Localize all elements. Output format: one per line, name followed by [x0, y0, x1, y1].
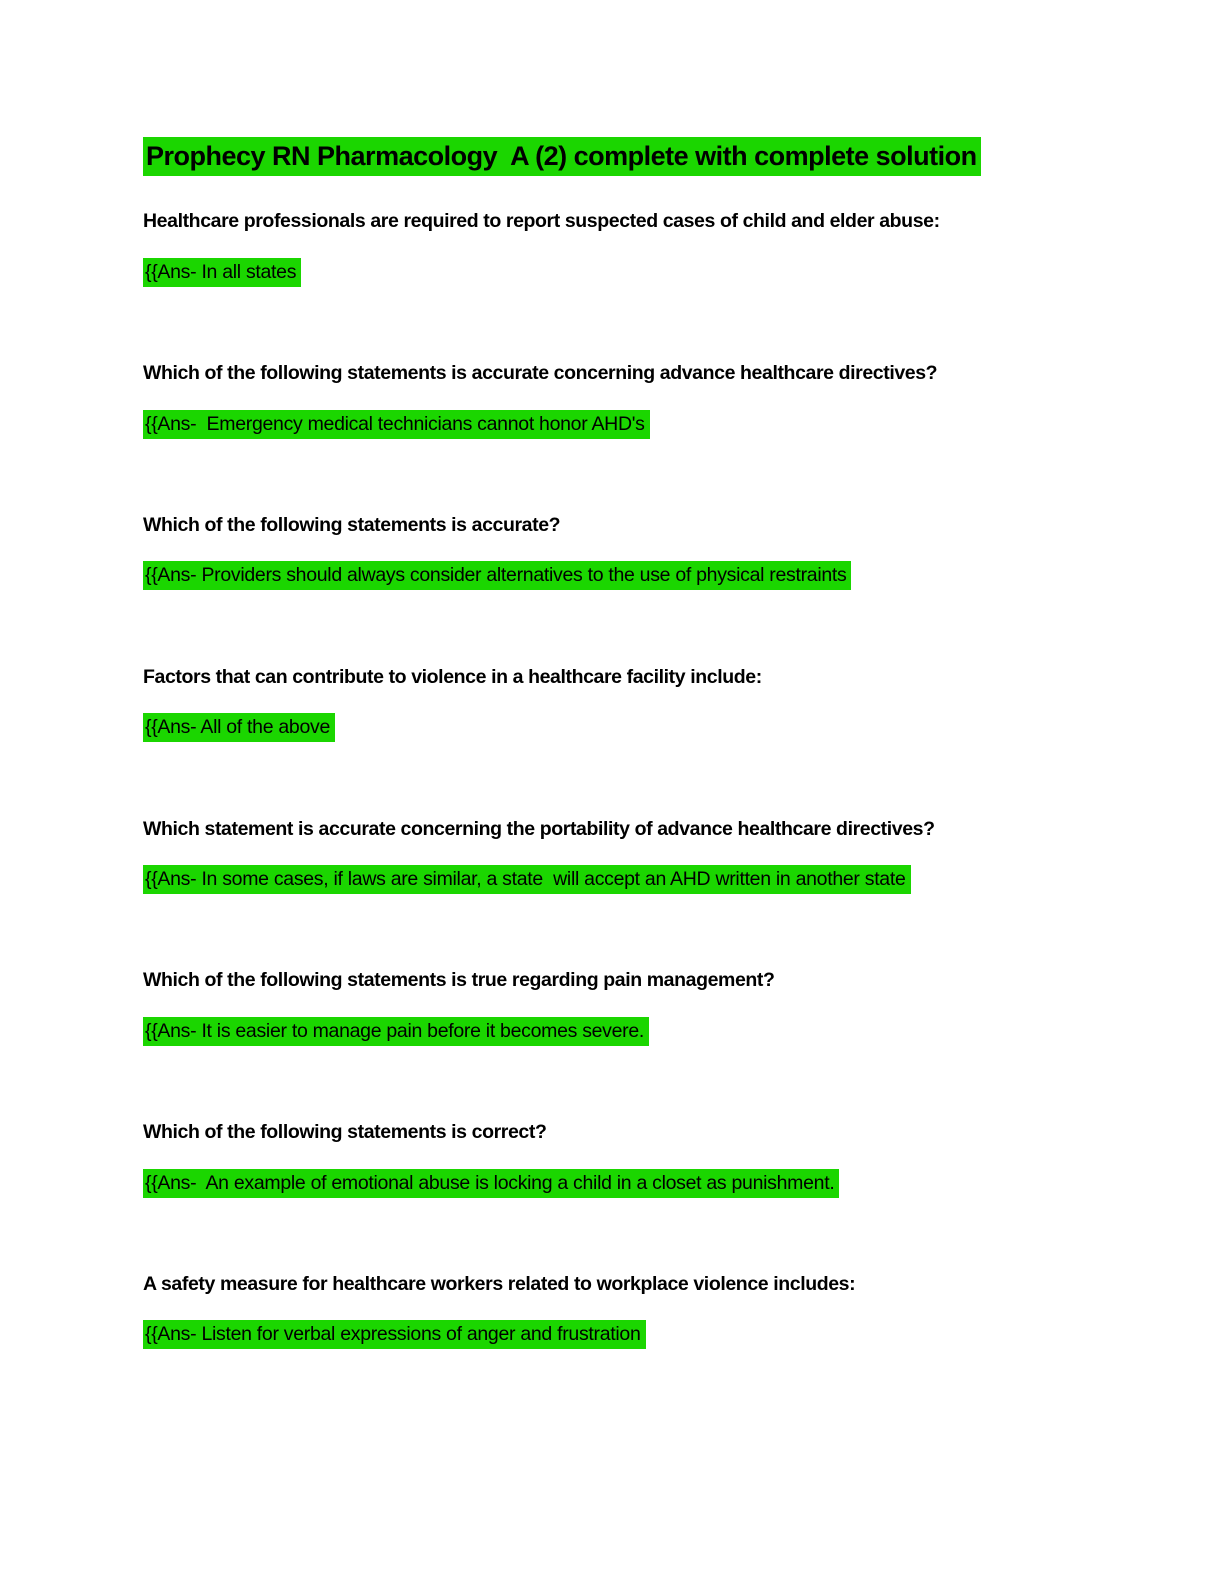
qa-block-7: Which of the following statements is cor…	[143, 1121, 1104, 1198]
question-text: Factors that can contribute to violence …	[143, 665, 762, 688]
answer-highlight: {{Ans- In some cases, if laws are simila…	[143, 864, 911, 894]
answer-line: {{Ans- Emergency medical technicians can…	[143, 409, 1104, 439]
answer-line: {{Ans- Providers should always consider …	[143, 561, 1104, 591]
question-text: Which of the following statements is cor…	[143, 1121, 547, 1144]
question-text: Which of the following statements is tru…	[143, 969, 775, 992]
qa-block-2: Which of the following statements is acc…	[143, 362, 1104, 439]
answer-highlight: {{Ans- Listen for verbal expressions of …	[143, 1320, 646, 1350]
qa-block-8: A safety measure for healthcare workers …	[143, 1272, 1104, 1350]
answer-highlight: {{Ans- Providers should always consider …	[143, 561, 852, 591]
answer-line: {{Ans- An example of emotional abuse is …	[143, 1168, 1104, 1198]
qa-block-5: Which statement is accurate concerning t…	[143, 817, 1104, 894]
qa-block-4: Factors that can contribute to violence …	[143, 665, 1104, 743]
qa-block-3: Which of the following statements is acc…	[143, 514, 1104, 591]
answer-highlight: {{Ans- An example of emotional abuse is …	[143, 1168, 840, 1198]
qa-block-1: Healthcare professionals are required to…	[143, 210, 1104, 287]
question-text: A safety measure for healthcare workers …	[143, 1272, 856, 1295]
question-text: Which of the following statements is acc…	[143, 514, 561, 536]
answer-highlight: {{Ans- In all states	[143, 257, 302, 287]
page-title: Prophecy RN Pharmacology A (2) complete …	[143, 137, 1104, 176]
question-text: Which statement is accurate concerning t…	[143, 817, 935, 840]
title-highlight: Prophecy RN Pharmacology A (2) complete …	[143, 137, 981, 176]
answer-highlight: {{Ans- All of the above	[143, 713, 335, 743]
question-text: Healthcare professionals are required to…	[143, 210, 940, 233]
answer-line: {{Ans- In some cases, if laws are simila…	[143, 864, 1104, 894]
question-text: Which of the following statements is acc…	[143, 362, 938, 385]
answer-highlight: {{Ans- Emergency medical technicians can…	[143, 409, 650, 439]
answer-highlight: {{Ans- It is easier to manage pain befor…	[143, 1016, 650, 1046]
answer-line: {{Ans- All of the above	[143, 713, 1104, 743]
answer-line: {{Ans- Listen for verbal expressions of …	[143, 1320, 1104, 1350]
answer-line: {{Ans- It is easier to manage pain befor…	[143, 1016, 1104, 1046]
qa-block-6: Which of the following statements is tru…	[143, 969, 1104, 1046]
answer-line: {{Ans- In all states	[143, 257, 1104, 287]
